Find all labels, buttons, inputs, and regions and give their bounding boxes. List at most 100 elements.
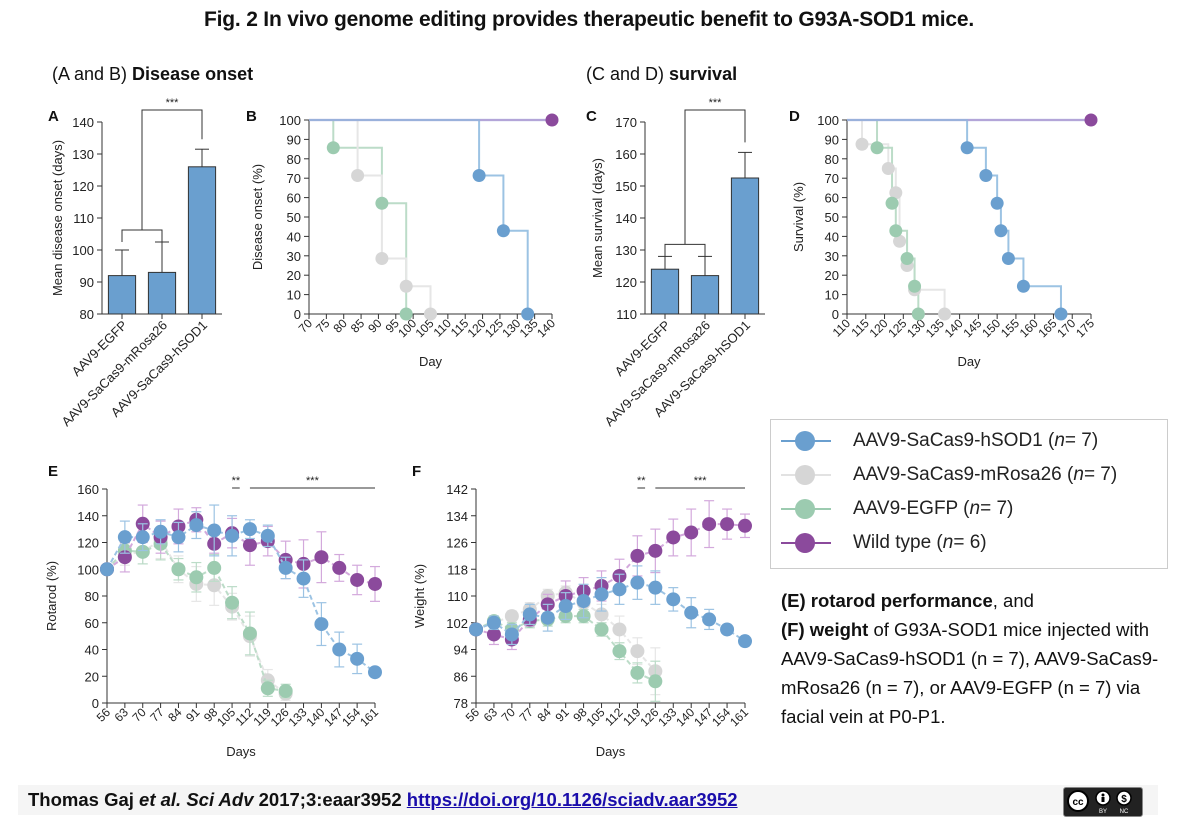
panel-label: D xyxy=(789,108,800,125)
x-axis-label: Day xyxy=(419,354,443,369)
y-tick-label: 80 xyxy=(85,589,99,604)
data-point-hSOD1 xyxy=(486,615,501,630)
significance-label: ** xyxy=(637,475,646,487)
y-tick-label: 134 xyxy=(446,509,468,524)
y-tick-label: 50 xyxy=(825,210,839,225)
data-point-hSOD1 xyxy=(558,599,573,614)
y-tick-label: 70 xyxy=(825,171,839,186)
x-tick-label: 91 xyxy=(552,705,572,725)
series-line-EGFP xyxy=(475,615,656,683)
legend-item-wildtype: Wild type (n = 6) xyxy=(781,528,987,558)
y-tick-label: 100 xyxy=(72,243,94,258)
data-point-wildtype xyxy=(242,538,257,553)
data-point-hSOD1 xyxy=(702,612,717,627)
x-tick-label: 161 xyxy=(727,705,751,729)
data-point-wildtype xyxy=(486,627,501,642)
citation-ref: 2017;3:eaar3952 xyxy=(253,789,407,810)
data-point-hSOD1 xyxy=(100,562,114,577)
data-point-hSOD1 xyxy=(278,560,293,575)
data-point-hSOD1 xyxy=(979,168,993,182)
data-point-hSOD1 xyxy=(504,627,519,642)
significance-bracket xyxy=(664,243,706,257)
significance-label: *** xyxy=(306,475,320,487)
y-tick-label: 120 xyxy=(77,536,99,551)
data-point-hSOD1 xyxy=(720,622,735,637)
legend-marker-icon xyxy=(781,533,831,553)
citation-journal: et al. Sci Adv xyxy=(139,789,254,810)
y-tick-label: 150 xyxy=(615,179,637,194)
caption-e-rest: , and xyxy=(992,590,1034,611)
y-tick-label: 100 xyxy=(279,113,301,128)
data-point-hSOD1 xyxy=(994,224,1008,238)
data-point-EGFP xyxy=(900,252,914,266)
y-tick-label: 118 xyxy=(447,562,468,577)
y-axis-label: Mean survival (days) xyxy=(590,158,605,278)
legend-label: AAV9-SaCas9-mRosa26 ( xyxy=(853,464,1074,485)
bar xyxy=(690,275,720,315)
data-point-wildtype xyxy=(738,518,752,533)
bar xyxy=(107,275,137,315)
y-tick-label: 60 xyxy=(825,191,839,206)
legend-n-value: = 6) xyxy=(953,532,987,553)
data-point-hSOD1 xyxy=(260,528,275,543)
legend-marker-icon xyxy=(781,431,831,451)
y-tick-label: 126 xyxy=(446,536,468,551)
y-axis-label: Disease onset (%) xyxy=(250,164,265,270)
data-point-mRosa26 xyxy=(881,162,895,175)
data-point-hSOD1 xyxy=(472,168,486,182)
panel-label: F xyxy=(412,463,421,480)
data-point-hSOD1 xyxy=(576,594,591,609)
y-axis-label: Rotarod (%) xyxy=(44,561,59,631)
data-point-hSOD1 xyxy=(1054,307,1068,321)
data-point-wildtype xyxy=(1084,113,1098,127)
subtitle-cd-prefix: (C and D) xyxy=(586,64,670,84)
data-point-wildtype xyxy=(720,517,735,532)
bar xyxy=(147,271,177,315)
by-icon xyxy=(1095,790,1111,806)
data-point-wildtype xyxy=(684,525,699,540)
y-tick-label: 20 xyxy=(825,268,839,283)
subtitle-cd: (C and D) survival xyxy=(586,64,737,85)
data-point-hSOD1 xyxy=(496,224,510,238)
data-point-hSOD1 xyxy=(207,523,222,538)
subtitle-ab-prefix: (A and B) xyxy=(52,64,133,84)
data-point-hSOD1 xyxy=(612,582,627,597)
legend-marker-icon xyxy=(781,465,831,485)
data-point-mRosa26 xyxy=(375,252,389,266)
data-point-hSOD1 xyxy=(666,592,681,607)
data-point-EGFP xyxy=(612,644,627,659)
y-tick-label: 160 xyxy=(615,147,637,162)
y-tick-label: 120 xyxy=(72,179,94,194)
y-tick-label: 110 xyxy=(73,211,94,226)
cc-license-badge[interactable]: cc $ BY NC xyxy=(1063,787,1143,817)
data-point-hSOD1 xyxy=(225,528,240,543)
y-tick-label: 40 xyxy=(825,229,839,244)
y-tick-label: 80 xyxy=(287,152,301,167)
y-tick-label: 20 xyxy=(287,268,301,283)
data-point-mRosa26 xyxy=(612,622,627,637)
y-tick-label: 160 xyxy=(77,482,99,497)
data-point-mRosa26 xyxy=(938,307,952,321)
legend-label: AAV9-SaCas9-hSOD1 ( xyxy=(853,430,1055,451)
data-point-mRosa26 xyxy=(399,279,413,293)
citation: Thomas Gaj et al. Sci Adv 2017;3:eaar395… xyxy=(28,789,738,811)
data-point-mRosa26 xyxy=(504,609,519,624)
y-tick-label: 142 xyxy=(446,482,468,497)
data-point-hSOD1 xyxy=(521,307,535,321)
y-tick-label: 60 xyxy=(85,616,99,631)
data-point-wildtype xyxy=(702,517,717,532)
legend-item-egfp: AAV9-EGFP (n = 7) xyxy=(781,494,1013,524)
significance-label: *** xyxy=(166,97,180,109)
legend-n: n xyxy=(1054,430,1065,451)
data-point-wildtype xyxy=(350,572,365,587)
x-tick-label: 161 xyxy=(357,705,381,729)
data-point-mRosa26 xyxy=(351,168,365,182)
legend: AAV9-SaCas9-hSOD1 (n = 7) AAV9-SaCas9-mR… xyxy=(770,419,1168,569)
y-tick-label: 10 xyxy=(825,288,839,303)
data-point-hSOD1 xyxy=(648,580,663,595)
data-point-hSOD1 xyxy=(189,518,204,533)
doi-link[interactable]: https://doi.org/10.1126/sciadv.aar3952 xyxy=(406,789,738,810)
data-point-EGFP xyxy=(207,560,222,575)
y-axis-label: Mean disease onset (days) xyxy=(50,140,65,296)
data-point-wildtype xyxy=(314,550,329,565)
